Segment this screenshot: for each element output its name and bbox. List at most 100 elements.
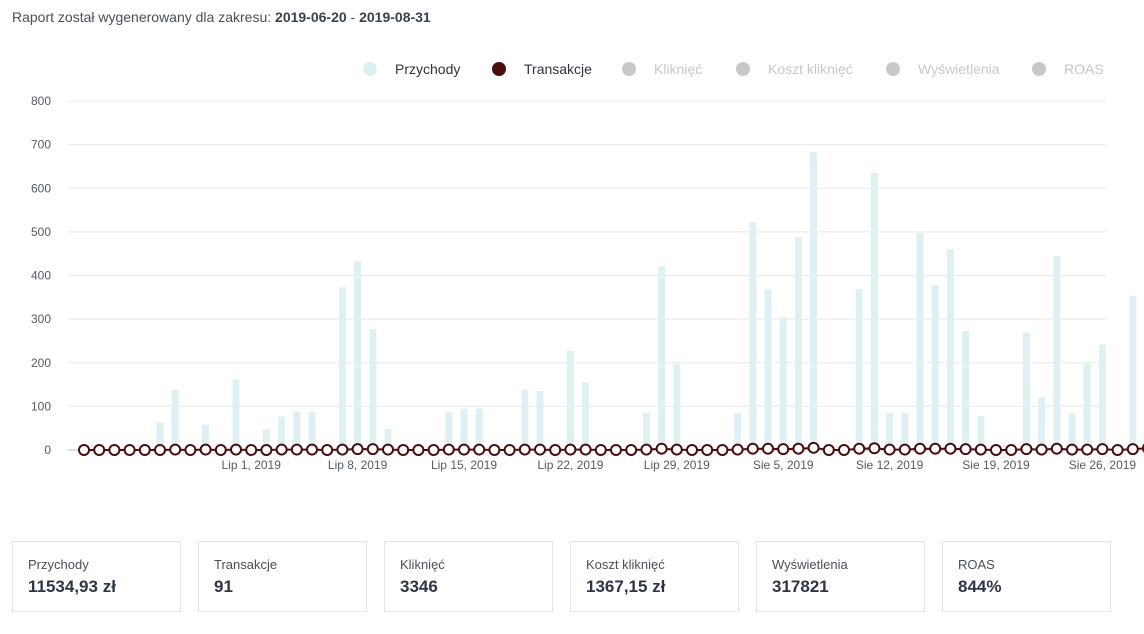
point-transakcje <box>549 444 562 456</box>
legend-item-wyswietlenia[interactable]: Wyświetlenia <box>886 61 1000 77</box>
x-tick-label: Lip 29, 2019 <box>644 458 710 472</box>
bar-przychody <box>293 411 301 450</box>
point-transakcje <box>822 444 835 456</box>
point-transakcje <box>382 443 394 456</box>
y-tick-label: 600 <box>31 181 51 195</box>
bar-przychody <box>1068 412 1076 450</box>
point-transakcje <box>853 442 866 455</box>
point-transakcje <box>686 444 698 456</box>
y-tick-label: 300 <box>31 312 51 326</box>
point-transakcje <box>564 443 577 456</box>
point-transakcje <box>807 441 820 454</box>
bar-przychody <box>946 249 954 450</box>
point-transakcje <box>838 444 850 456</box>
legend-label-transakcje: Transakcje <box>524 61 592 77</box>
point-transakcje <box>1096 443 1109 456</box>
bar-przychody <box>354 261 362 450</box>
kpi-label-przychody: Przychody <box>28 557 89 572</box>
point-transakcje <box>579 443 592 456</box>
point-transakcje <box>290 443 303 456</box>
x-tick-label: Sie 26, 2019 <box>1069 458 1137 472</box>
point-transakcje <box>412 444 425 456</box>
legend-dot-wyswietlenia <box>886 62 900 76</box>
kpi-value-klikniec: 3346 <box>400 577 438 596</box>
point-transakcje <box>914 442 926 455</box>
kpi-label-klikniec: Kliknięć <box>400 557 445 572</box>
point-transakcje <box>716 444 729 456</box>
point-transakcje <box>1066 443 1078 456</box>
bar-przychody <box>536 391 544 450</box>
x-tick-label: Lip 1, 2019 <box>222 458 282 472</box>
bar-przychody <box>779 316 787 450</box>
point-transakcje <box>701 444 714 456</box>
point-transakcje <box>154 444 166 456</box>
point-transakcje <box>351 443 364 456</box>
x-tick-label: Lip 8, 2019 <box>328 458 388 472</box>
point-transakcje <box>990 444 1002 456</box>
report-date-from: 2019-06-20 <box>275 9 347 25</box>
point-transakcje <box>610 444 622 456</box>
legend-item-roas[interactable]: ROAS <box>1032 61 1104 77</box>
legend-label-wyswietlenia: Wyświetlenia <box>918 61 1000 77</box>
bar-przychody <box>566 350 574 450</box>
bar-przychody <box>870 172 878 450</box>
kpi-value-wyswietlenia: 317821 <box>772 577 829 596</box>
legend-dot-koszt-klikniec <box>736 62 750 76</box>
point-transakcje <box>1081 443 1094 456</box>
bar-przychody <box>582 382 590 450</box>
legend-item-transakcje[interactable]: Transakcje <box>492 61 592 77</box>
point-transakcje <box>640 443 653 456</box>
point-transakcje <box>762 442 774 455</box>
bar-przychody <box>977 415 985 450</box>
kpi-card-koszt-klikniec: Koszt kliknięć 1367,15 zł <box>570 541 739 612</box>
point-transakcje <box>625 444 638 456</box>
legend-label-przychody: Przychody <box>395 61 461 77</box>
point-transakcje <box>944 442 957 455</box>
point-transakcje <box>199 443 212 456</box>
bar-przychody <box>931 285 939 450</box>
bar-przychody <box>794 237 802 450</box>
bar-przychody <box>734 412 742 450</box>
point-transakcje <box>534 443 546 456</box>
x-tick-label: Sie 5, 2019 <box>753 458 814 472</box>
kpi-label-wyswietlenia: Wyświetlenia <box>772 557 848 572</box>
bar-przychody <box>384 429 392 450</box>
legend-item-klikniec[interactable]: Kliknięć <box>622 61 702 77</box>
kpi-card-klikniec: Kliknięć 3346 <box>384 541 553 612</box>
y-tick-label: 100 <box>31 399 51 413</box>
bar-przychody <box>1022 332 1030 450</box>
point-transakcje <box>670 443 683 456</box>
point-transakcje <box>1050 442 1063 455</box>
bar-przychody <box>232 379 240 450</box>
legend-label-koszt-klikniec: Koszt kliknięć <box>768 61 853 77</box>
bar-przychody <box>642 412 650 450</box>
kpi-value-transakcje: 91 <box>214 577 233 596</box>
point-transakcje <box>321 444 334 456</box>
legend-item-przychody[interactable]: Przychody <box>363 61 460 77</box>
point-transakcje <box>138 444 151 456</box>
point-transakcje <box>108 444 121 456</box>
kpi-card-transakcje: Transakcje 91 <box>198 541 367 612</box>
x-tick-label: Lip 15, 2019 <box>431 458 497 472</box>
point-transakcje <box>230 443 242 456</box>
report-header: Raport został wygenerowany dla zakresu: … <box>12 9 431 25</box>
point-transakcje <box>260 444 273 456</box>
point-transakcje <box>93 444 106 456</box>
point-transakcje <box>1035 443 1048 456</box>
bar-przychody <box>460 408 468 450</box>
point-transakcje <box>594 444 607 456</box>
point-transakcje <box>731 443 744 456</box>
kpi-value-roas: 844% <box>958 577 1002 596</box>
point-transakcje <box>503 444 516 456</box>
kpi-label-koszt-klikniec: Koszt kliknięć <box>586 557 665 572</box>
bar-przychody <box>886 412 894 450</box>
kpi-value-koszt-klikniec: 1367,15 zł <box>586 577 666 596</box>
legend-item-koszt-klikniec[interactable]: Koszt kliknięć <box>736 61 853 77</box>
point-transakcje <box>1005 444 1018 456</box>
revenue-transactions-chart: 0 100 200 300 400 500 600 700 800 Lip 1, 2019 Lip … <box>31 94 1144 472</box>
legend-dot-przychody <box>363 62 377 76</box>
bar-przychody <box>1083 363 1091 450</box>
point-transakcje <box>898 443 911 456</box>
point-transakcje <box>792 442 805 455</box>
point-transakcje <box>427 444 440 456</box>
